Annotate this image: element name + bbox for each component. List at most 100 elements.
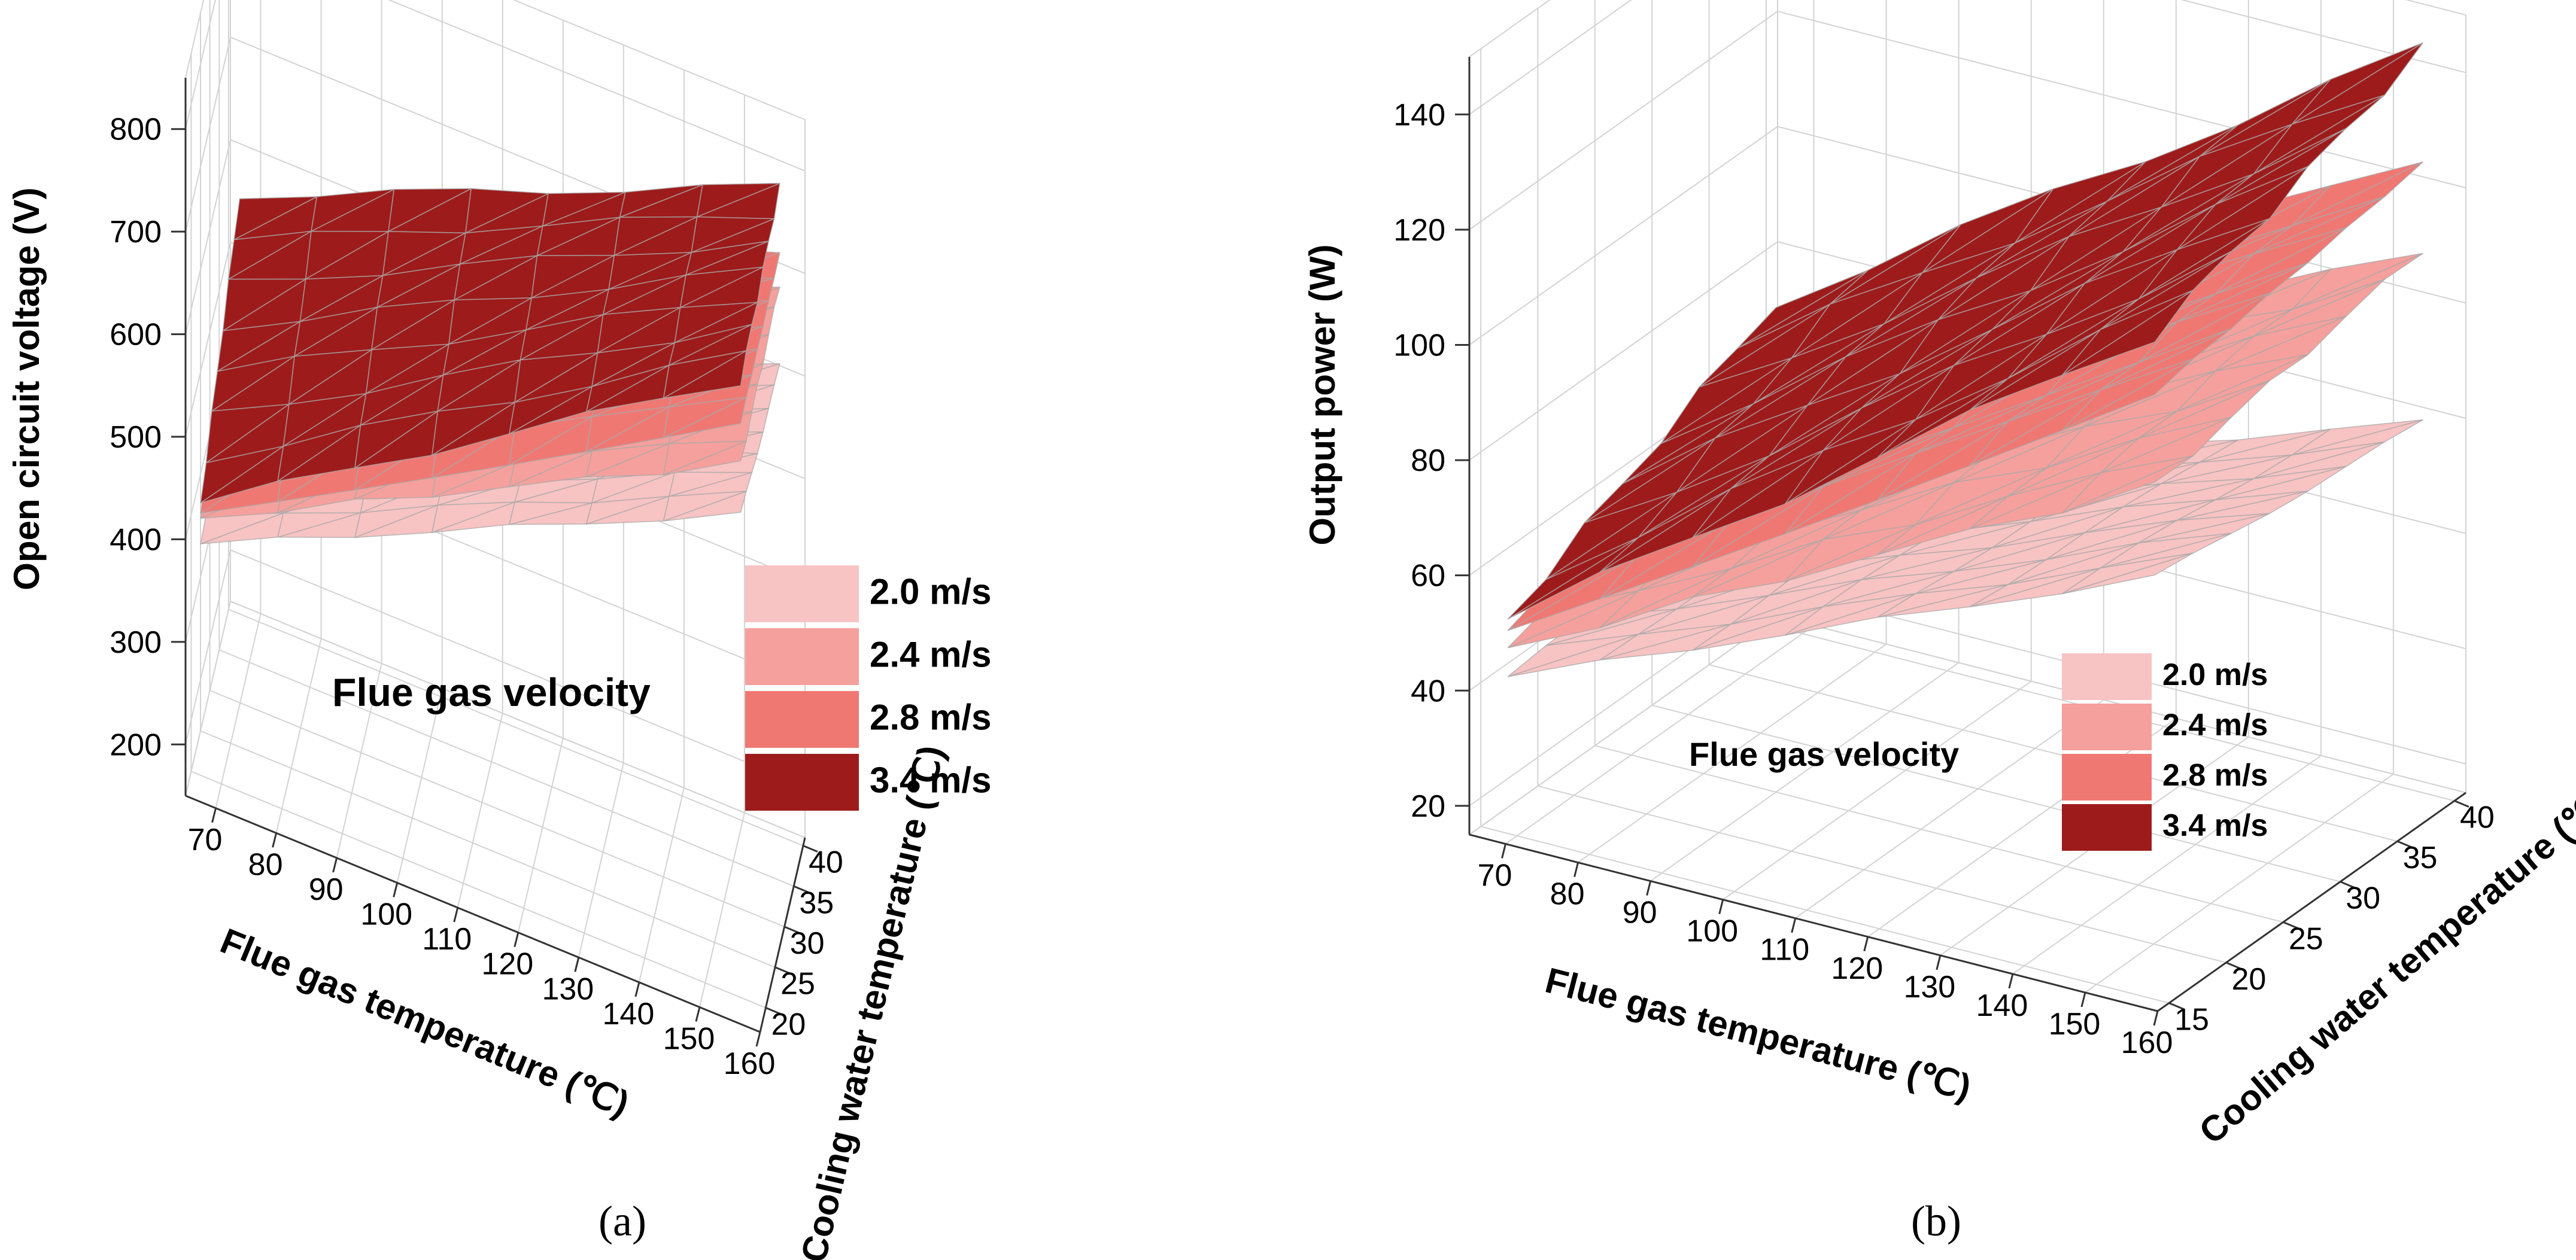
surface-facet	[2107, 124, 2238, 202]
legend-label: 2.0 m/s	[870, 572, 991, 612]
panel-label: (a)	[599, 1197, 646, 1245]
y-tick	[2396, 840, 2413, 848]
x-gridline	[1723, 0, 2032, 900]
x-axis-line	[1469, 833, 2158, 1012]
legend-swatch	[2062, 754, 2152, 801]
y-axis-line	[759, 837, 806, 1033]
y-gridline	[190, 53, 766, 1009]
x-tick	[1573, 862, 1579, 877]
z-axis-title: Open circuit voltage (V)	[7, 187, 47, 590]
z-tick-label: 700	[110, 215, 162, 249]
y-tick-label: 20	[2232, 962, 2267, 997]
x-tick-label: 100	[1686, 914, 1738, 949]
x-tick	[1863, 936, 1869, 952]
panel-label: (b)	[1911, 1197, 1961, 1245]
x-tick-label: 150	[2049, 1007, 2101, 1042]
z-tick-label: 400	[110, 522, 162, 557]
x-tick-label: 80	[248, 847, 283, 882]
x-tick	[2153, 1011, 2159, 1026]
x-tick	[453, 907, 459, 923]
y-gridline	[1708, 0, 2398, 842]
y-gridline	[1537, 8, 2226, 963]
legend: 2.0 m/s 2.4 m/s 2.8 m/s 3.4 m/s Flue gas vel…	[1689, 653, 2268, 851]
x-tick-label: 120	[1831, 951, 1883, 986]
z-tick-label: 500	[110, 420, 162, 455]
surface-facet	[2292, 42, 2423, 125]
z-gridline	[1469, 0, 2466, 115]
z-tick-label: 40	[1411, 674, 1445, 708]
z-tick-label: 120	[1393, 213, 1445, 248]
x-tick-label: 130	[542, 972, 594, 1006]
x-tick	[2080, 992, 2086, 1008]
legend-swatch	[745, 754, 859, 811]
legend-swatch	[2062, 804, 2152, 851]
surface-3-4-m-s	[1507, 42, 2423, 620]
legend-label: 2.4 m/s	[870, 635, 991, 675]
legend-swatch	[2062, 653, 2152, 700]
surface-facet	[2200, 428, 2331, 463]
y-tick	[2283, 921, 2298, 929]
x-tick	[393, 882, 399, 897]
y-gridline	[1594, 0, 2284, 923]
legend-label: 2.4 m/s	[2162, 708, 2268, 742]
x-tick	[1646, 881, 1652, 896]
surface-facet	[1830, 224, 1961, 305]
surfaces	[200, 182, 780, 545]
surface-facet	[2292, 252, 2423, 310]
z-tick-label: 100	[1393, 328, 1445, 363]
x-tick	[695, 1007, 701, 1022]
legend: 2.0 m/s 2.4 m/s 2.8 m/s 3.4 m/s Flue gas vel…	[332, 565, 991, 811]
z-tick-label: 20	[1411, 789, 1445, 824]
x-tick-label: 150	[663, 1021, 715, 1056]
legend-title: Flue gas velocity	[332, 670, 651, 714]
legend-label: 3.4 m/s	[870, 760, 991, 801]
legend-swatch	[745, 565, 859, 622]
y-tick-label: 40	[2460, 801, 2495, 835]
z-tick-label: 80	[1411, 443, 1445, 478]
x-tick	[332, 857, 338, 873]
legend-label: 3.4 m/s	[2162, 808, 2268, 843]
y-tick-label: 15	[2174, 1002, 2209, 1037]
legend-label: 2.8 m/s	[870, 698, 991, 738]
legend-label: 2.0 m/s	[2162, 658, 2268, 692]
x-gridline	[1578, 0, 1887, 863]
surface-facet	[233, 196, 317, 241]
surface-facet	[542, 191, 626, 227]
surface-facet	[388, 188, 472, 233]
surfaces	[1507, 42, 2423, 677]
x-tick-label: 110	[1760, 933, 1809, 967]
z-tick-label: 60	[1411, 559, 1445, 594]
legend-label: 2.8 m/s	[2162, 758, 2268, 793]
y-tick-label: 35	[2403, 841, 2438, 875]
y-tick	[2340, 881, 2355, 889]
z-tick-label: 140	[1393, 98, 1445, 132]
x-tick-label: 70	[1478, 859, 1512, 893]
x-tick-label: 70	[188, 823, 223, 857]
x-tick	[2008, 973, 2014, 989]
x-tick	[574, 957, 580, 972]
x-tick-label: 160	[2121, 1025, 2173, 1060]
x-tick-label: 90	[309, 872, 344, 907]
z-tick-label: 800	[110, 112, 162, 147]
x-tick-label: 160	[724, 1046, 776, 1081]
x-gridline	[1650, 0, 1960, 882]
surface-facet	[2292, 419, 2423, 456]
x-tick	[514, 932, 520, 948]
y-tick-label: 30	[2346, 881, 2380, 916]
legend-swatch	[745, 628, 859, 685]
legend-title: Flue gas velocity	[1689, 735, 1959, 773]
x-tick-label: 100	[360, 897, 412, 932]
x-tick-label: 80	[1550, 877, 1585, 912]
surface-facet	[2292, 161, 2423, 226]
z-axis-title: Output power (W)	[1302, 244, 1342, 545]
x-tick	[211, 808, 217, 823]
y-tick	[2168, 1002, 2184, 1010]
surface-facet	[696, 182, 780, 218]
y-gridline	[200, 13, 776, 968]
y-gridline	[227, 0, 804, 847]
z-gridline	[185, 0, 806, 172]
y-tick-label: 25	[2289, 921, 2323, 956]
x-axis-line	[185, 795, 761, 1033]
